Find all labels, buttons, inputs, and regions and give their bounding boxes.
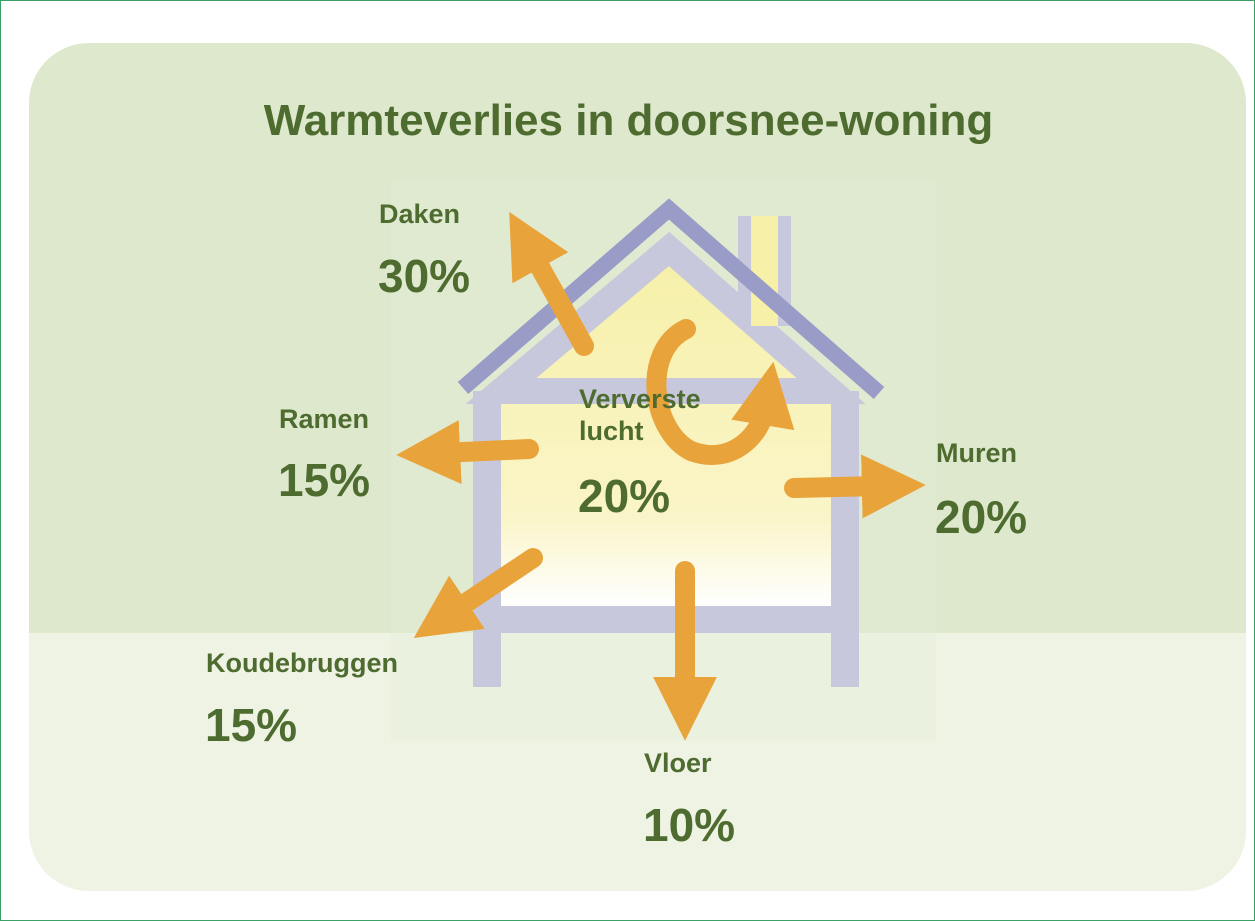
roof [457, 198, 885, 400]
floor [473, 606, 859, 633]
arrow-air [646, 319, 795, 465]
label: Ververste lucht [579, 384, 701, 447]
percentage: 15% [205, 699, 298, 751]
right-wall [831, 391, 859, 687]
label: Ramen [279, 404, 370, 434]
title: Warmteverlies in doorsnee-woning [263, 96, 994, 145]
label: Muren [936, 438, 1017, 468]
arrow-windows [396, 420, 539, 485]
percentage: 15% [278, 454, 371, 506]
label: Vloer [644, 748, 712, 778]
arrow-roof [509, 211, 594, 356]
percentage: 30% [378, 250, 471, 302]
percentage: 20% [935, 491, 1028, 543]
percentage: 20% [578, 470, 671, 522]
arrows [396, 211, 926, 741]
label: Daken [379, 199, 461, 229]
percentage: 10% [643, 799, 736, 851]
arrow-bridges [413, 548, 543, 638]
left-wall [473, 391, 501, 687]
label: Koudebruggen [206, 648, 398, 678]
arrow-walls [784, 454, 926, 519]
